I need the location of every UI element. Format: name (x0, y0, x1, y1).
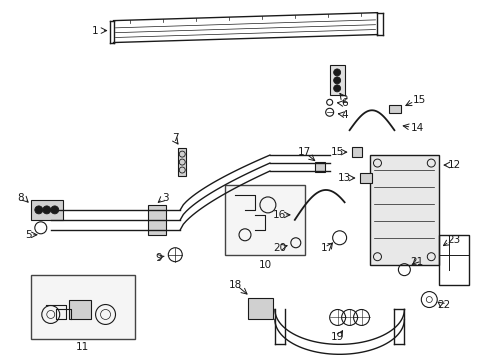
Text: 23: 23 (447, 235, 461, 245)
Text: 20: 20 (273, 243, 287, 253)
Text: 16: 16 (273, 210, 287, 220)
Text: 17: 17 (321, 243, 334, 253)
Bar (69, 300, 91, 319)
Text: 6: 6 (342, 98, 348, 108)
Text: 9: 9 (155, 253, 162, 263)
Text: 15: 15 (331, 147, 344, 157)
Text: 18: 18 (228, 280, 242, 289)
Text: 12: 12 (447, 160, 461, 170)
Circle shape (35, 206, 43, 214)
Bar (439, 235, 469, 285)
Text: 17: 17 (298, 147, 311, 157)
Text: 5: 5 (25, 230, 32, 240)
Circle shape (334, 69, 341, 76)
Text: 21: 21 (411, 257, 424, 267)
Bar (148, 205, 166, 235)
Bar (225, 185, 305, 255)
Circle shape (334, 77, 341, 84)
Bar (315, 162, 325, 172)
Circle shape (43, 206, 51, 214)
Text: 4: 4 (342, 110, 348, 120)
Text: 1: 1 (92, 26, 99, 36)
Text: 22: 22 (438, 300, 451, 310)
Bar (31, 200, 63, 220)
Bar (390, 105, 401, 113)
Bar (248, 298, 273, 319)
Text: 3: 3 (162, 193, 169, 203)
Text: 11: 11 (76, 342, 89, 352)
Text: 19: 19 (331, 332, 344, 342)
Bar (360, 173, 371, 183)
Text: 14: 14 (411, 123, 424, 133)
Text: 2: 2 (342, 95, 348, 105)
Circle shape (51, 206, 59, 214)
Text: 15: 15 (413, 95, 426, 105)
Bar (369, 155, 439, 265)
Bar (330, 66, 344, 95)
Text: 13: 13 (338, 173, 351, 183)
Bar (352, 147, 362, 157)
Bar (178, 148, 186, 176)
Bar (31, 275, 135, 339)
Text: 8: 8 (18, 193, 24, 203)
Circle shape (334, 85, 341, 92)
Text: 10: 10 (258, 260, 271, 270)
Text: 7: 7 (172, 133, 178, 143)
